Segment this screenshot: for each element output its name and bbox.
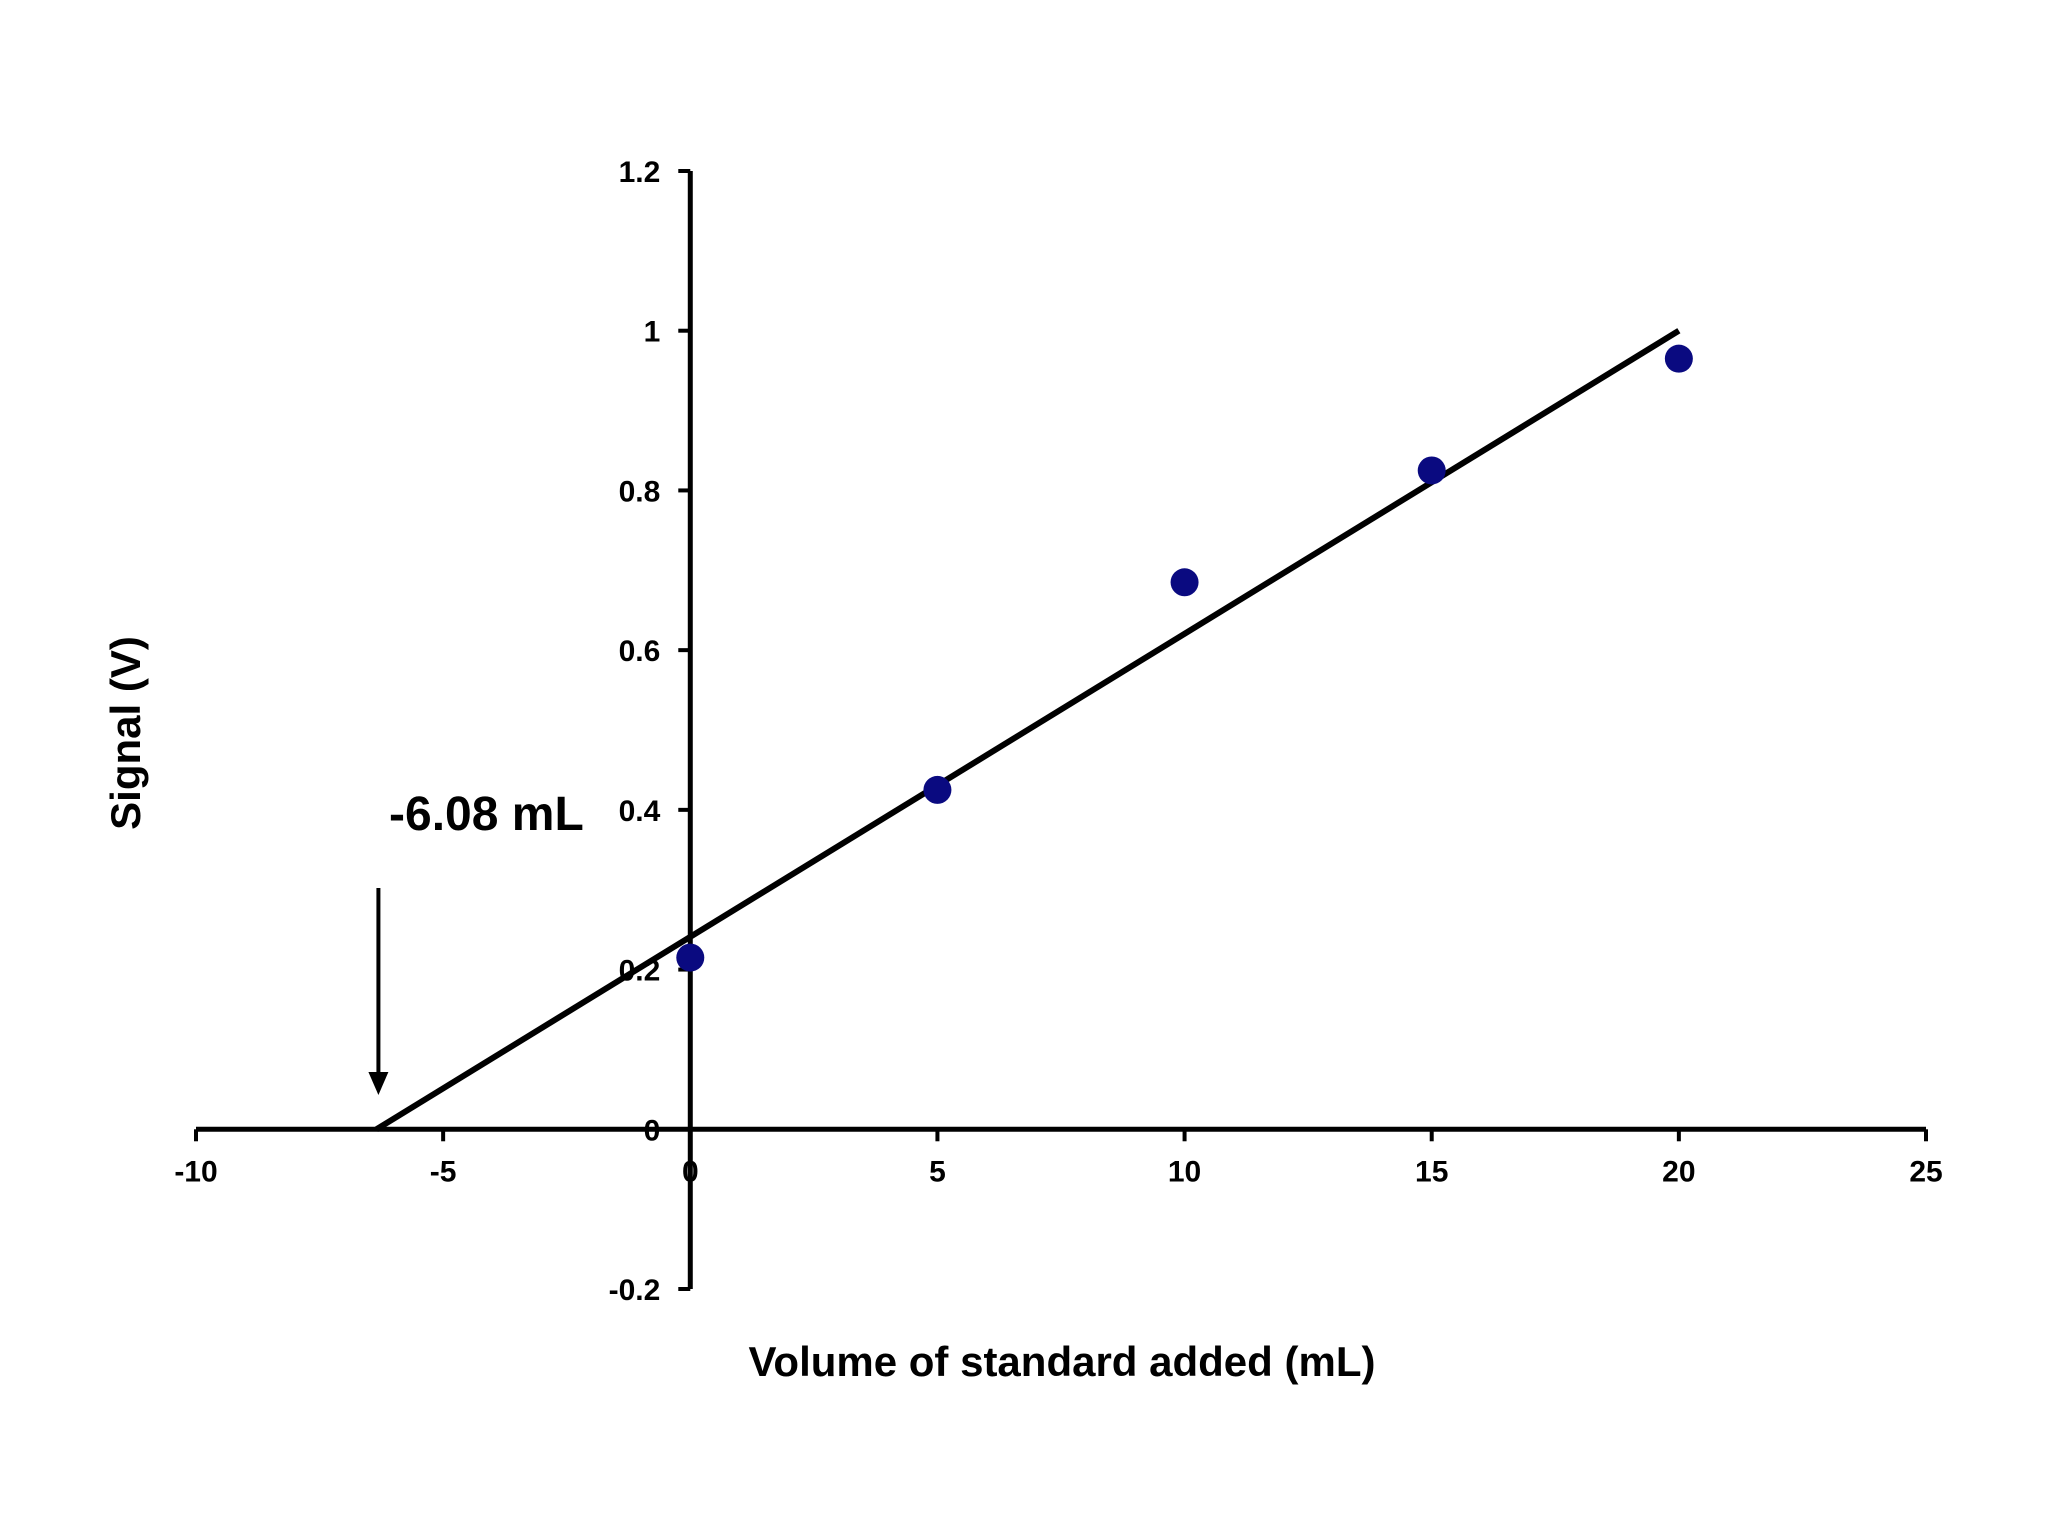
x-tick-label: 15	[1415, 1155, 1448, 1188]
trendline	[374, 328, 1681, 1132]
data-point	[923, 775, 952, 804]
x-tick-label: 25	[1909, 1155, 1942, 1188]
x-tick-label: -10	[174, 1155, 217, 1188]
y-tick-label: 0	[644, 1114, 661, 1147]
y-tick-label: 0.8	[619, 475, 661, 508]
y-tick-label: 0.6	[619, 635, 661, 668]
y-tick-label: 0.2	[619, 955, 661, 988]
data-points	[676, 344, 1693, 972]
data-point	[1417, 456, 1446, 485]
y-tick-labels: -0.2 0 0.2 0.4 0.6 0.8 1 1.2	[609, 156, 661, 1307]
axes	[196, 171, 1926, 1289]
x-tick-label: 10	[1168, 1155, 1201, 1188]
y-tick-label: 0.4	[619, 795, 661, 828]
y-axis-title: Signal (V)	[102, 636, 149, 830]
x-tick-label: 5	[929, 1155, 946, 1188]
data-point	[1664, 344, 1693, 373]
annotation: -6.08 mL	[368, 788, 584, 1095]
x-tick-label: -5	[430, 1155, 457, 1188]
x-tick-label: 20	[1662, 1155, 1695, 1188]
y-tick-label: 1.2	[619, 156, 661, 189]
y-tick-label: -0.2	[609, 1274, 661, 1307]
x-tick-label: 0	[682, 1155, 699, 1188]
annotation-label: -6.08 mL	[389, 788, 584, 841]
data-point	[1170, 568, 1199, 597]
trendline-layer	[374, 328, 1681, 1132]
data-point	[676, 943, 705, 972]
x-tick-labels: -10 -5 0 5 10 15 20 25	[174, 1155, 1942, 1188]
y-tick-label: 1	[644, 316, 661, 349]
annotation-arrow-head	[368, 1072, 389, 1095]
x-axis-title: Volume of standard added (mL)	[749, 1338, 1376, 1385]
